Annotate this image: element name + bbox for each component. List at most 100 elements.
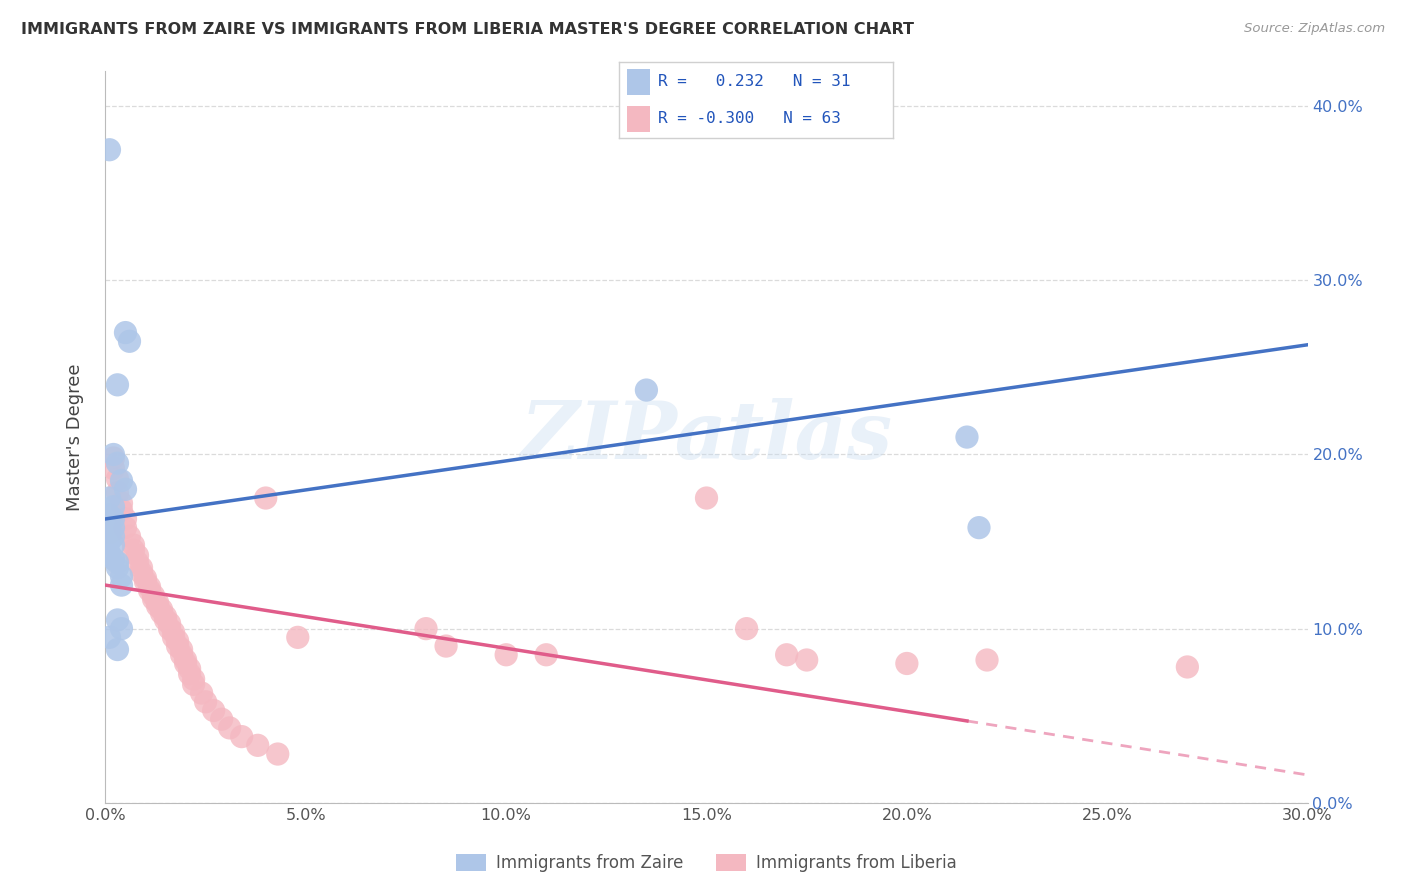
Point [174, 653, 197, 667]
Point [103, 521, 125, 535]
Point [696, 491, 718, 505]
Point [110, 578, 132, 592]
Point [202, 704, 225, 718]
Point [162, 625, 184, 640]
Point [796, 653, 818, 667]
Point [103, 538, 125, 552]
Point [98, 525, 121, 540]
Point [131, 566, 153, 580]
Point [107, 377, 129, 392]
Legend: Immigrants from Zaire, Immigrants from Liberia: Immigrants from Zaire, Immigrants from L… [449, 847, 965, 879]
Point [231, 730, 253, 744]
Point [142, 592, 165, 607]
Point [103, 529, 125, 543]
Point [170, 648, 193, 662]
Point [107, 472, 129, 486]
Point [183, 677, 205, 691]
Point [254, 491, 277, 505]
Point [287, 631, 309, 645]
Point [246, 739, 269, 753]
Point [103, 461, 125, 475]
Bar [627, 69, 650, 95]
Point [150, 602, 173, 616]
Point [107, 456, 129, 470]
Point [735, 622, 758, 636]
Point [1177, 660, 1199, 674]
Point [218, 721, 240, 735]
Point [98, 491, 121, 505]
Point [776, 648, 799, 662]
Text: ZIPatlas: ZIPatlas [520, 399, 893, 475]
Point [190, 686, 212, 700]
Point [166, 633, 188, 648]
Point [159, 622, 181, 636]
Point [170, 642, 193, 657]
Point [155, 609, 177, 624]
Point [179, 662, 201, 676]
Point [110, 474, 132, 488]
Point [976, 653, 998, 667]
Point [107, 556, 129, 570]
Point [138, 583, 160, 598]
Point [211, 712, 233, 726]
Point [183, 672, 205, 686]
Point [967, 521, 990, 535]
Point [103, 512, 125, 526]
Point [434, 639, 457, 653]
Point [98, 508, 121, 523]
Point [107, 485, 129, 500]
Point [415, 622, 437, 636]
Text: R = -0.300   N = 63: R = -0.300 N = 63 [658, 112, 841, 127]
Point [114, 483, 136, 497]
Point [150, 606, 173, 620]
Point [107, 613, 129, 627]
Point [107, 560, 129, 574]
Point [155, 613, 177, 627]
Point [114, 326, 136, 340]
Point [98, 525, 121, 540]
Point [135, 574, 157, 589]
Point [114, 512, 136, 526]
Point [118, 334, 141, 349]
Point [122, 543, 145, 558]
Point [110, 569, 132, 583]
Point [122, 538, 145, 552]
Point [98, 547, 121, 561]
Point [159, 616, 181, 631]
Point [194, 695, 217, 709]
Point [179, 667, 201, 681]
Point [98, 517, 121, 532]
Point [146, 599, 169, 613]
Point [98, 534, 121, 549]
Text: R =   0.232   N = 31: R = 0.232 N = 31 [658, 74, 851, 89]
Point [118, 529, 141, 543]
Point [636, 383, 658, 397]
Point [162, 631, 184, 645]
Point [174, 657, 197, 671]
Bar [627, 106, 650, 132]
Point [114, 521, 136, 535]
Point [146, 595, 169, 609]
Point [127, 549, 149, 563]
Point [135, 571, 157, 585]
Text: IMMIGRANTS FROM ZAIRE VS IMMIGRANTS FROM LIBERIA MASTER'S DEGREE CORRELATION CHA: IMMIGRANTS FROM ZAIRE VS IMMIGRANTS FROM… [21, 22, 914, 37]
Point [138, 580, 160, 594]
Point [495, 648, 517, 662]
Point [110, 503, 132, 517]
Point [131, 560, 153, 574]
Point [98, 631, 121, 645]
Point [103, 450, 125, 465]
Point [110, 496, 132, 510]
Point [103, 448, 125, 462]
Point [142, 589, 165, 603]
Point [98, 143, 121, 157]
Point [166, 639, 188, 653]
Text: Source: ZipAtlas.com: Source: ZipAtlas.com [1244, 22, 1385, 36]
Point [103, 500, 125, 514]
Point [110, 622, 132, 636]
Point [536, 648, 558, 662]
Point [896, 657, 918, 671]
Point [107, 642, 129, 657]
Y-axis label: Master's Degree: Master's Degree [66, 363, 84, 511]
Point [103, 552, 125, 566]
